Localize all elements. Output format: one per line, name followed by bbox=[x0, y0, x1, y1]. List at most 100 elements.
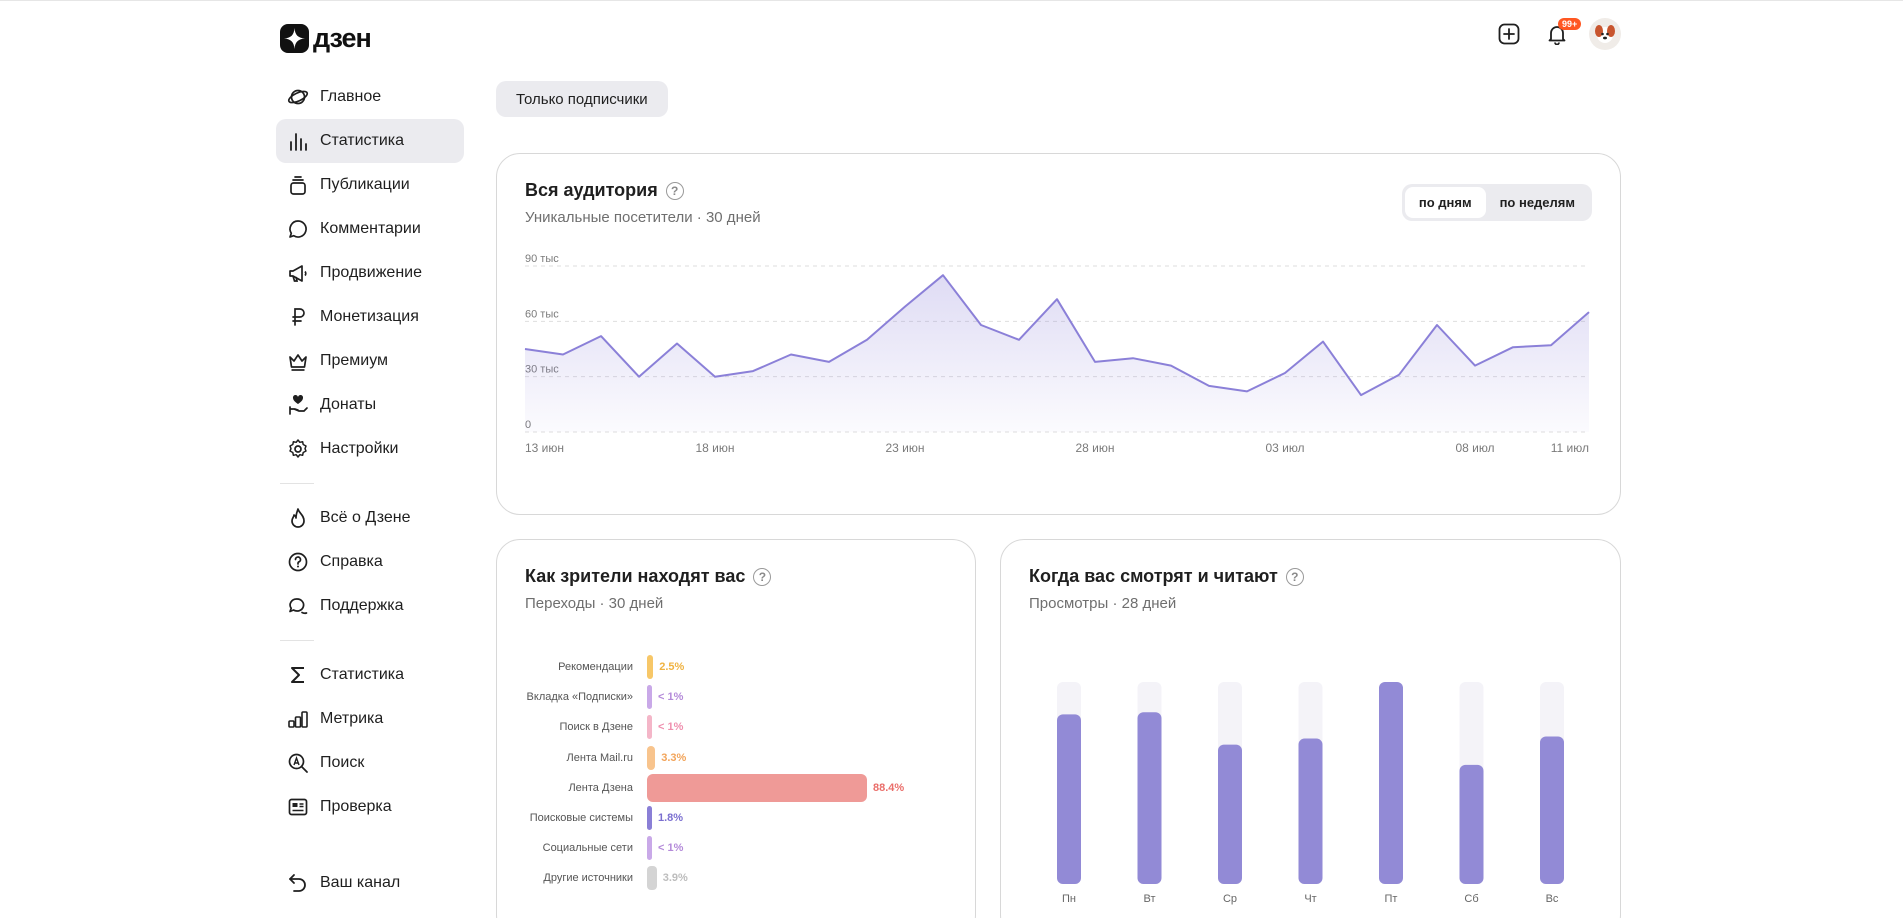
sources-title-row: Как зрители находят вас ? bbox=[525, 566, 947, 587]
period-toggle: по дням по неделям bbox=[1401, 184, 1592, 221]
toggle-by-weeks[interactable]: по неделям bbox=[1499, 195, 1575, 210]
sources-subtitle: Переходы · 30 дней bbox=[525, 595, 664, 612]
toggle-by-days[interactable]: по дням bbox=[1404, 187, 1486, 218]
question-icon[interactable]: ? bbox=[753, 567, 772, 586]
sidebar-bottom: Ваш канал bbox=[276, 861, 464, 905]
when-subtitle: Просмотры · 28 дней bbox=[1029, 595, 1177, 612]
sources-bar-chart: Рекомендации 2.5% Вкладка «Подписки» < 1% По… bbox=[513, 653, 953, 893]
source-bar[interactable] bbox=[647, 836, 652, 861]
sidebar-item-search[interactable]: Поиск bbox=[276, 741, 464, 785]
sidebar-item-your-channel[interactable]: Ваш канал bbox=[276, 861, 464, 905]
sidebar-item-settings[interactable]: Настройки bbox=[276, 427, 464, 471]
notifications-button[interactable]: 99+ bbox=[1541, 18, 1582, 50]
weekday-bar[interactable] bbox=[1218, 744, 1242, 884]
megaphone-icon bbox=[286, 261, 310, 285]
sidebar-item-publications[interactable]: Публикации bbox=[276, 163, 464, 207]
source-bar[interactable] bbox=[647, 806, 652, 830]
sidebar-item-monetization[interactable]: Монетизация bbox=[276, 295, 464, 339]
source-bar[interactable] bbox=[647, 773, 867, 802]
sidebar-item-check[interactable]: Проверка bbox=[276, 785, 464, 829]
source-label: Другие источники bbox=[543, 872, 633, 885]
source-label: Рекомендации bbox=[558, 661, 633, 673]
source-row: Социальные сети < 1% bbox=[513, 834, 683, 862]
source-row: Лента Mail.ru 3.3% bbox=[513, 744, 686, 772]
sidebar-item-label: Статистика bbox=[320, 132, 405, 149]
sidebar-item-label: Всё о Дзене bbox=[320, 509, 411, 526]
sidebar-item-support[interactable]: Поддержка bbox=[276, 584, 464, 628]
weekday-label: Сб bbox=[1464, 893, 1478, 905]
logo-text: дзен bbox=[313, 23, 372, 53]
source-value: 3.3% bbox=[661, 751, 687, 764]
sidebar-item-label: Комментарии bbox=[320, 220, 421, 237]
audience-subtitle: Уникальные посетители · 30 дней bbox=[525, 209, 761, 226]
sidebar-item-premium[interactable]: Премиум bbox=[276, 339, 464, 383]
donate-icon bbox=[286, 393, 310, 417]
weekday-bar[interactable] bbox=[1379, 682, 1403, 884]
sidebar-item-about-dzen[interactable]: Всё о Дзене bbox=[276, 496, 464, 540]
weekday-bar[interactable] bbox=[1540, 736, 1564, 884]
sidebar-item-label: Поддержка bbox=[320, 597, 404, 614]
dog-avatar-icon bbox=[1595, 25, 1615, 43]
sidebar-item-promotion[interactable]: Продвижение bbox=[276, 251, 464, 295]
create-button[interactable] bbox=[1493, 18, 1525, 50]
x-tick-label: 13 июн bbox=[525, 441, 564, 455]
gear-icon bbox=[286, 437, 310, 461]
sidebar-divider bbox=[280, 483, 314, 484]
sidebar-item-label: Настройки bbox=[320, 440, 399, 457]
source-bar[interactable] bbox=[647, 866, 657, 891]
sidebar-item-label: Ваш канал bbox=[320, 874, 401, 891]
weekday-label: Пн bbox=[1062, 893, 1076, 905]
source-bar[interactable] bbox=[647, 655, 654, 679]
sidebar-main-group: Главное Статистика Публикации Комментари… bbox=[276, 75, 464, 471]
weekday-bar-chart: Пн Вт Ср Чт Пт Сб Вс bbox=[1057, 682, 1564, 905]
source-value: 1.8% bbox=[658, 812, 684, 824]
topbar-actions: 99+ bbox=[1493, 18, 1621, 50]
source-bar[interactable] bbox=[647, 685, 652, 710]
subscribers-only-filter[interactable]: Только подписчики bbox=[496, 81, 668, 117]
comment-icon bbox=[286, 217, 310, 241]
sidebar: Главное Статистика Публикации Комментари… bbox=[276, 75, 464, 829]
sigma-icon bbox=[286, 663, 310, 687]
sidebar-item-label: Продвижение bbox=[320, 264, 422, 281]
audience-area bbox=[525, 275, 1589, 432]
x-tick-label: 18 июн bbox=[695, 441, 734, 455]
sidebar-item-help[interactable]: Справка bbox=[276, 540, 464, 584]
weekday-label: Вс bbox=[1546, 893, 1559, 905]
sidebar-item-tool-statistics[interactable]: Статистика bbox=[276, 653, 464, 697]
sidebar-item-metrika[interactable]: Метрика bbox=[276, 697, 464, 741]
source-label: Поиск в Дзене bbox=[559, 721, 633, 734]
weekday-label: Чт bbox=[1304, 893, 1316, 905]
source-bar[interactable] bbox=[647, 715, 652, 740]
dzen-logo[interactable]: дзен bbox=[280, 23, 372, 54]
when-title: Когда вас смотрят и читают bbox=[1029, 566, 1278, 586]
question-icon[interactable]: ? bbox=[665, 181, 684, 200]
sidebar-item-label: Проверка bbox=[320, 798, 392, 815]
audience-card: Вся аудитория ? Уникальные посетители · … bbox=[496, 153, 1621, 515]
source-row: Лента Дзена 88.4% bbox=[513, 773, 904, 802]
weekday-bar[interactable] bbox=[1137, 712, 1162, 884]
source-row: Другие источники 3.9% bbox=[513, 864, 688, 892]
sidebar-item-statistics[interactable]: Статистика bbox=[276, 119, 464, 163]
dzen-logo-icon bbox=[280, 24, 309, 53]
weekday-bar[interactable] bbox=[1459, 764, 1484, 884]
weekday-bar[interactable] bbox=[1057, 714, 1081, 884]
source-row: Поиск в Дзене < 1% bbox=[513, 713, 683, 741]
avatar[interactable] bbox=[1589, 18, 1621, 50]
weekday-bar[interactable] bbox=[1298, 738, 1323, 884]
sidebar-tools-group: Статистика Метрика Поиск Проверка bbox=[276, 653, 464, 829]
source-bar[interactable] bbox=[647, 745, 656, 770]
source-value: 3.9% bbox=[662, 872, 688, 885]
when-title-row: Когда вас смотрят и читают ? bbox=[1029, 566, 1592, 587]
sidebar-item-label: Публикации bbox=[320, 176, 410, 193]
x-tick-label: 03 июл bbox=[1265, 441, 1304, 455]
sidebar-item-main[interactable]: Главное bbox=[276, 75, 464, 119]
source-label: Поисковые системы bbox=[529, 812, 633, 824]
sidebar-item-label: Статистика bbox=[320, 666, 405, 683]
sidebar-item-comments[interactable]: Комментарии bbox=[276, 207, 464, 251]
sidebar-item-donations[interactable]: Донаты bbox=[276, 383, 464, 427]
question-icon[interactable]: ? bbox=[1285, 567, 1304, 586]
source-value: 2.5% bbox=[659, 661, 685, 673]
sidebar-item-label: Премиум bbox=[320, 352, 389, 369]
y-tick-label: 60 тыс bbox=[525, 308, 559, 320]
